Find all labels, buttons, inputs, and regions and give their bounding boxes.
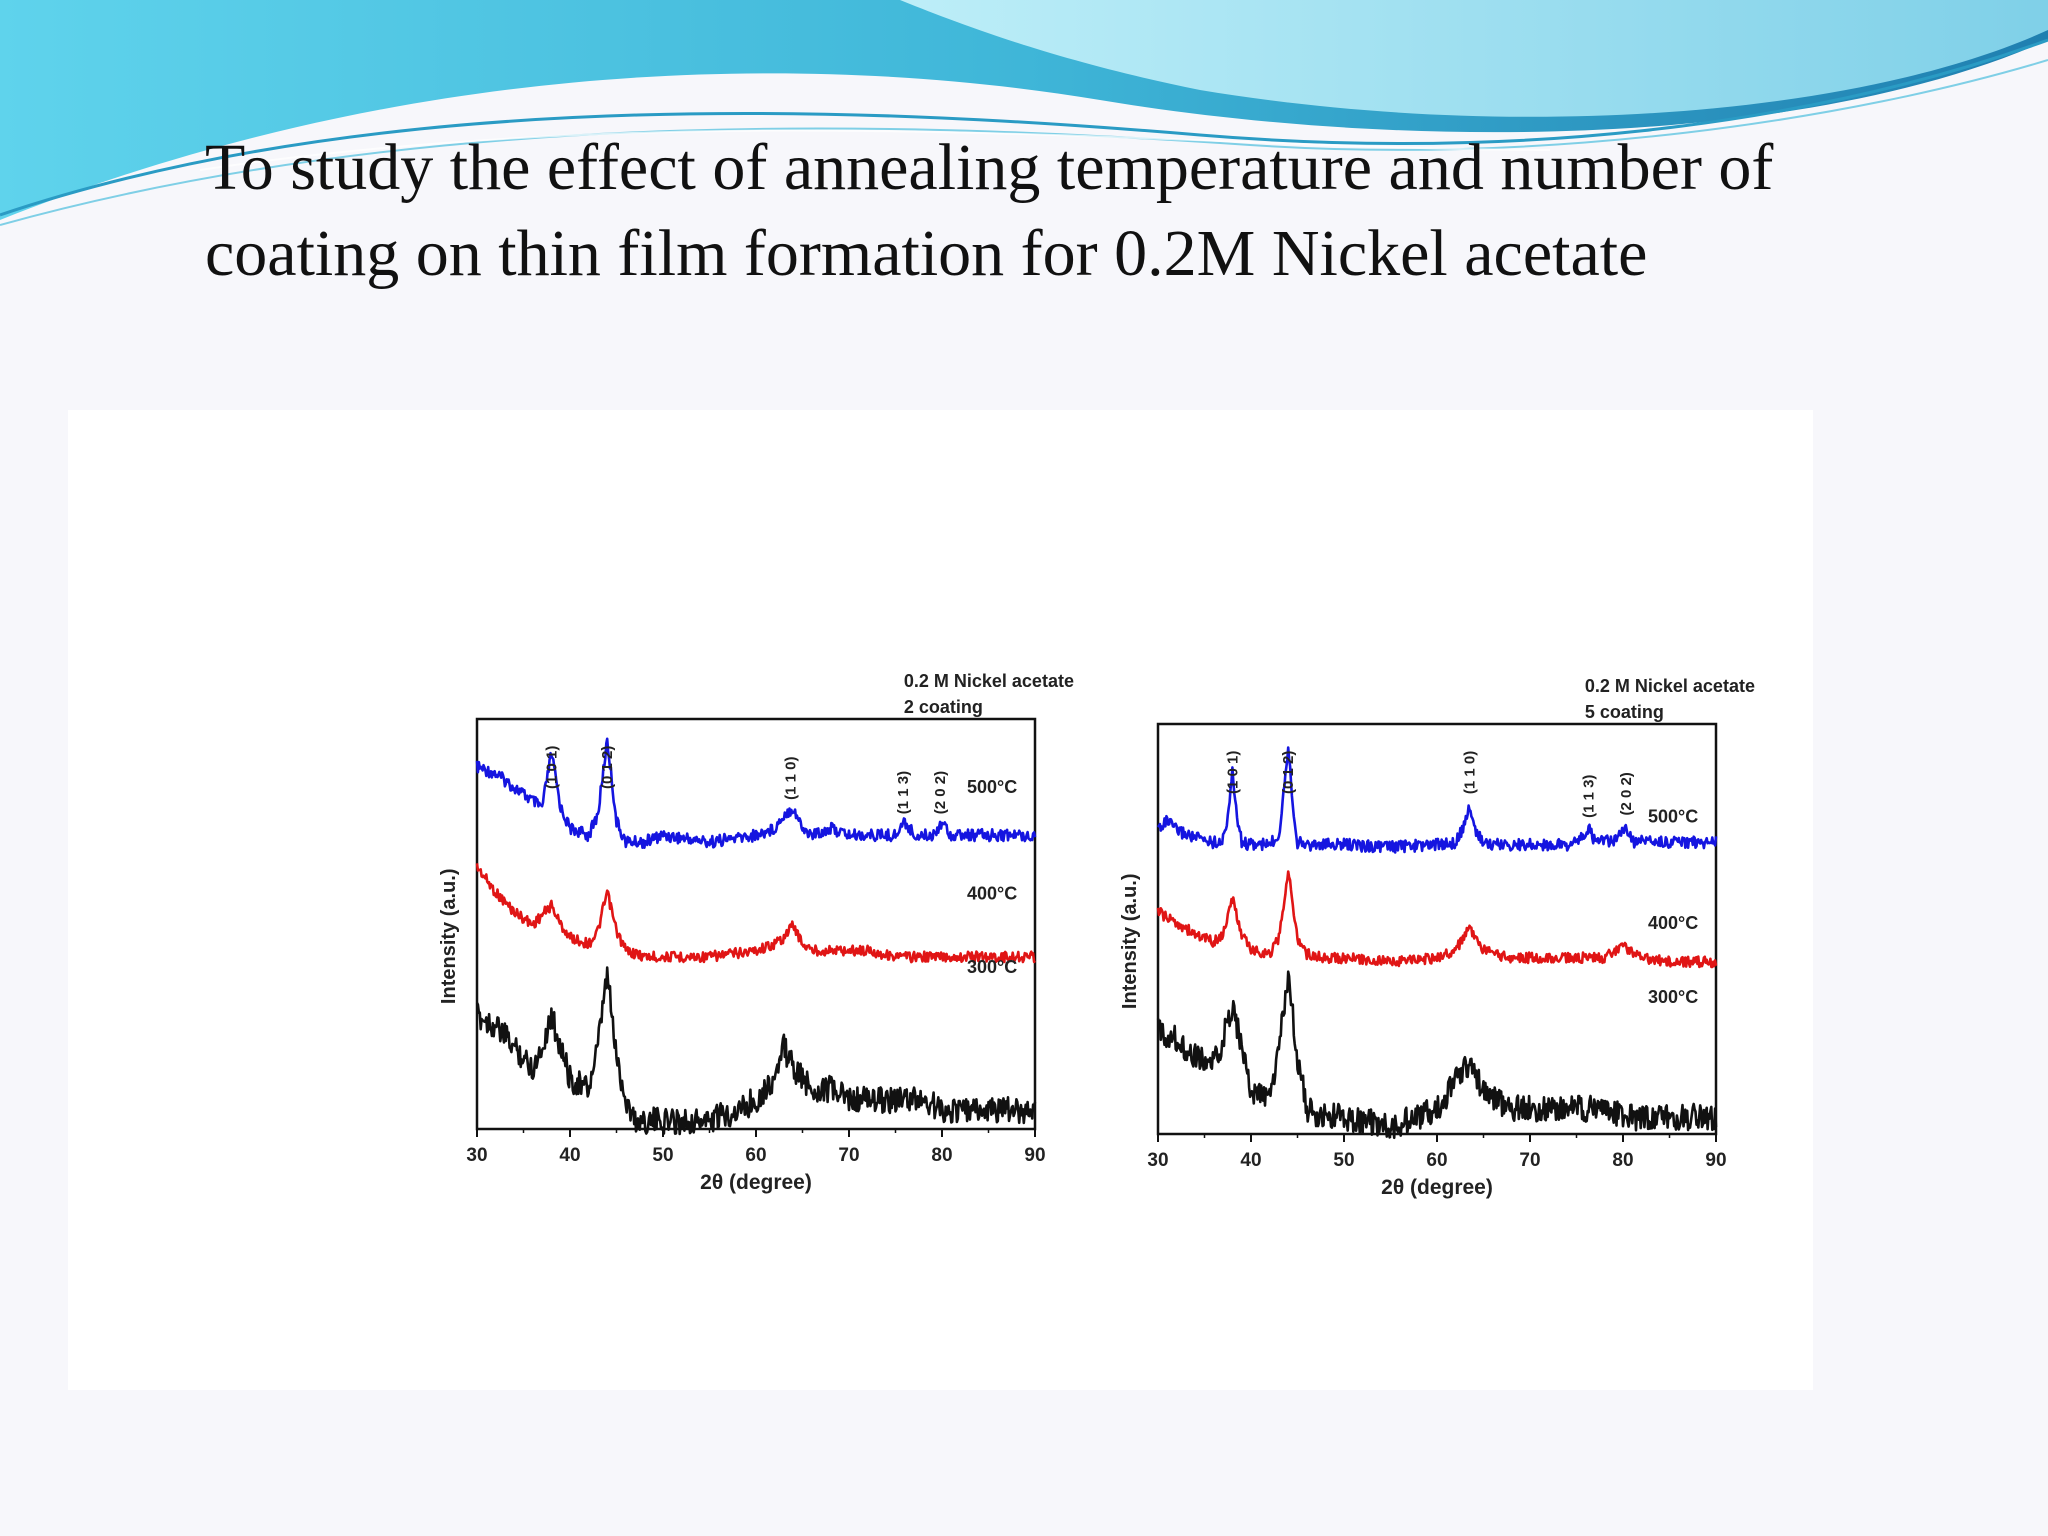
series-label: 500°C <box>967 777 1017 797</box>
series-line <box>475 737 1037 849</box>
series-label: 300°C <box>1648 987 1698 1007</box>
x-tick-label: 90 <box>1705 1150 1726 1171</box>
x-tick-label: 80 <box>931 1145 952 1166</box>
x-tick-label: 50 <box>1333 1150 1354 1171</box>
chart-1: 0.2 M Nickel acetate 2 coating 30 40 50 60 70 8… <box>438 671 1074 1194</box>
peak-label: (1 1 0) <box>782 757 799 800</box>
peak-label: (1 0 1) <box>543 746 560 789</box>
x-axis-label: 2θ (degree) <box>700 1171 812 1194</box>
series-label: 500°C <box>1648 806 1698 826</box>
peak-label: (1 0 1) <box>1224 751 1241 794</box>
x-tick-label: 70 <box>1519 1150 1540 1171</box>
x-tick-label: 80 <box>1612 1150 1633 1171</box>
x-tick-label: 90 <box>1024 1145 1045 1166</box>
slide-title-line-1: To study the effect of annealing tempera… <box>205 131 1774 204</box>
series-line <box>1156 870 1718 969</box>
peak-label: (0 1 2) <box>1280 751 1297 794</box>
xrd-charts: 0.2 M Nickel acetate 2 coating 30 40 50 60 70 8… <box>438 671 1755 1199</box>
series-line <box>475 863 1037 964</box>
y-axis-label: Intensity (a.u.) <box>438 869 460 1005</box>
chart-annotation-line: 0.2 M Nickel acetate <box>904 671 1074 691</box>
x-tick-label: 40 <box>1240 1150 1261 1171</box>
series-line <box>475 966 1037 1136</box>
chart-annotation-line: 2 coating <box>904 697 983 717</box>
slide-title-line-2: coating on thin film formation for 0.2M … <box>205 217 1648 290</box>
peak-label: (2 0 2) <box>932 771 949 814</box>
header-wave-decoration <box>0 0 2048 226</box>
x-tick-label: 60 <box>1426 1150 1447 1171</box>
chart-annotation-line: 5 coating <box>1585 702 1664 722</box>
x-axis-label: 2θ (degree) <box>1381 1176 1493 1199</box>
series-label: 400°C <box>1648 913 1698 933</box>
series-line <box>1156 970 1718 1140</box>
x-tick-label: 70 <box>838 1145 859 1166</box>
peak-label: (0 1 2) <box>599 746 616 789</box>
y-axis-label: Intensity (a.u.) <box>1119 874 1141 1010</box>
x-tick-label: 40 <box>559 1145 580 1166</box>
x-tick-label: 50 <box>652 1145 673 1166</box>
peak-label: (1 1 0) <box>1462 751 1479 794</box>
figure-panel: 0.2 M Nickel acetate 2 coating 30 40 50 60 70 8… <box>68 410 1813 1390</box>
x-tick-label: 60 <box>745 1145 766 1166</box>
peak-label: (1 1 3) <box>1581 775 1598 818</box>
chart-2: 0.2 M Nickel acetate 5 coating 30 40 50 60 70 8… <box>1119 676 1755 1199</box>
series-label: 300°C <box>967 957 1017 977</box>
x-tick-label: 30 <box>466 1145 487 1166</box>
chart-annotation-line: 0.2 M Nickel acetate <box>1585 676 1755 696</box>
series-line <box>1156 746 1718 854</box>
slide-title: To study the effect of annealing tempera… <box>205 125 1985 297</box>
peak-label: (1 1 3) <box>895 771 912 814</box>
x-tick-label: 30 <box>1147 1150 1168 1171</box>
series-label: 400°C <box>967 883 1017 903</box>
peak-label: (2 0 2) <box>1618 772 1635 815</box>
